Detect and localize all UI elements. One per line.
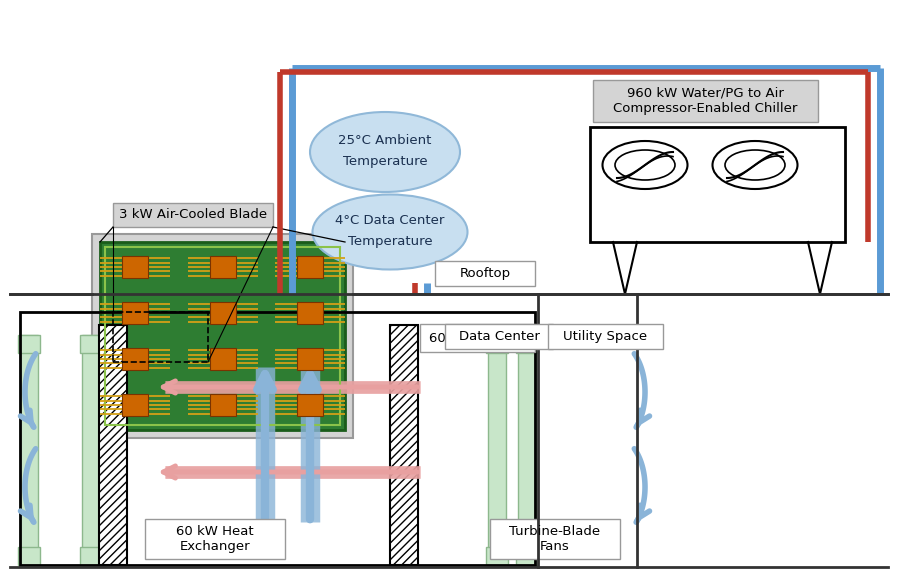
Bar xyxy=(390,325,418,565)
Bar xyxy=(80,335,102,353)
Bar xyxy=(122,302,148,324)
Bar xyxy=(99,325,127,565)
Bar xyxy=(113,203,273,227)
Text: Data Center: Data Center xyxy=(459,330,539,343)
Text: 3 kW Air-Cooled Blade: 3 kW Air-Cooled Blade xyxy=(119,208,267,222)
Text: 60 kW Cabinet: 60 kW Cabinet xyxy=(428,332,526,345)
Ellipse shape xyxy=(713,141,797,189)
Bar xyxy=(145,519,285,559)
Bar xyxy=(210,302,236,324)
Text: 960 kW Water/PG to Air
Compressor-Enabled Chiller: 960 kW Water/PG to Air Compressor-Enable… xyxy=(613,87,797,115)
Bar xyxy=(92,234,353,438)
Bar xyxy=(18,547,40,565)
Text: Turbine-Blade
Fans: Turbine-Blade Fans xyxy=(509,525,600,553)
Bar xyxy=(488,335,506,565)
Bar xyxy=(445,324,553,349)
Bar xyxy=(297,348,323,370)
Bar xyxy=(20,312,535,565)
FancyArrowPatch shape xyxy=(163,466,418,478)
Bar xyxy=(210,394,236,416)
Bar xyxy=(486,547,508,565)
Bar xyxy=(297,256,323,278)
FancyArrowPatch shape xyxy=(163,381,418,393)
Bar xyxy=(80,547,102,565)
Bar xyxy=(122,348,148,370)
Bar xyxy=(18,335,40,353)
Text: Rooftop: Rooftop xyxy=(459,267,510,280)
Text: Temperature: Temperature xyxy=(343,155,427,169)
Bar xyxy=(210,348,236,370)
Text: 4°C Data Center: 4°C Data Center xyxy=(336,214,445,226)
Ellipse shape xyxy=(602,141,688,189)
Bar xyxy=(113,312,208,362)
Bar xyxy=(593,80,818,122)
FancyArrowPatch shape xyxy=(257,374,273,519)
Bar xyxy=(105,247,340,425)
Ellipse shape xyxy=(312,194,467,269)
Bar xyxy=(420,324,535,352)
Bar xyxy=(297,302,323,324)
Bar xyxy=(516,335,538,353)
Text: 60 kW Heat
Exchanger: 60 kW Heat Exchanger xyxy=(176,525,254,553)
Ellipse shape xyxy=(615,150,675,180)
Bar xyxy=(82,335,100,565)
Bar xyxy=(590,127,845,242)
Bar xyxy=(518,335,536,565)
Bar xyxy=(490,519,620,559)
Bar xyxy=(486,335,508,353)
FancyArrowPatch shape xyxy=(302,374,318,519)
Bar xyxy=(297,394,323,416)
Bar xyxy=(100,242,345,430)
Bar xyxy=(210,256,236,278)
Bar xyxy=(516,547,538,565)
Bar xyxy=(548,324,663,349)
Bar xyxy=(435,261,535,286)
Text: Utility Space: Utility Space xyxy=(563,330,648,343)
Bar xyxy=(122,256,148,278)
Text: Temperature: Temperature xyxy=(347,236,432,249)
Bar xyxy=(20,335,38,565)
Bar xyxy=(122,394,148,416)
Ellipse shape xyxy=(725,150,785,180)
Text: 25°C Ambient: 25°C Ambient xyxy=(338,133,432,147)
Ellipse shape xyxy=(310,112,460,192)
